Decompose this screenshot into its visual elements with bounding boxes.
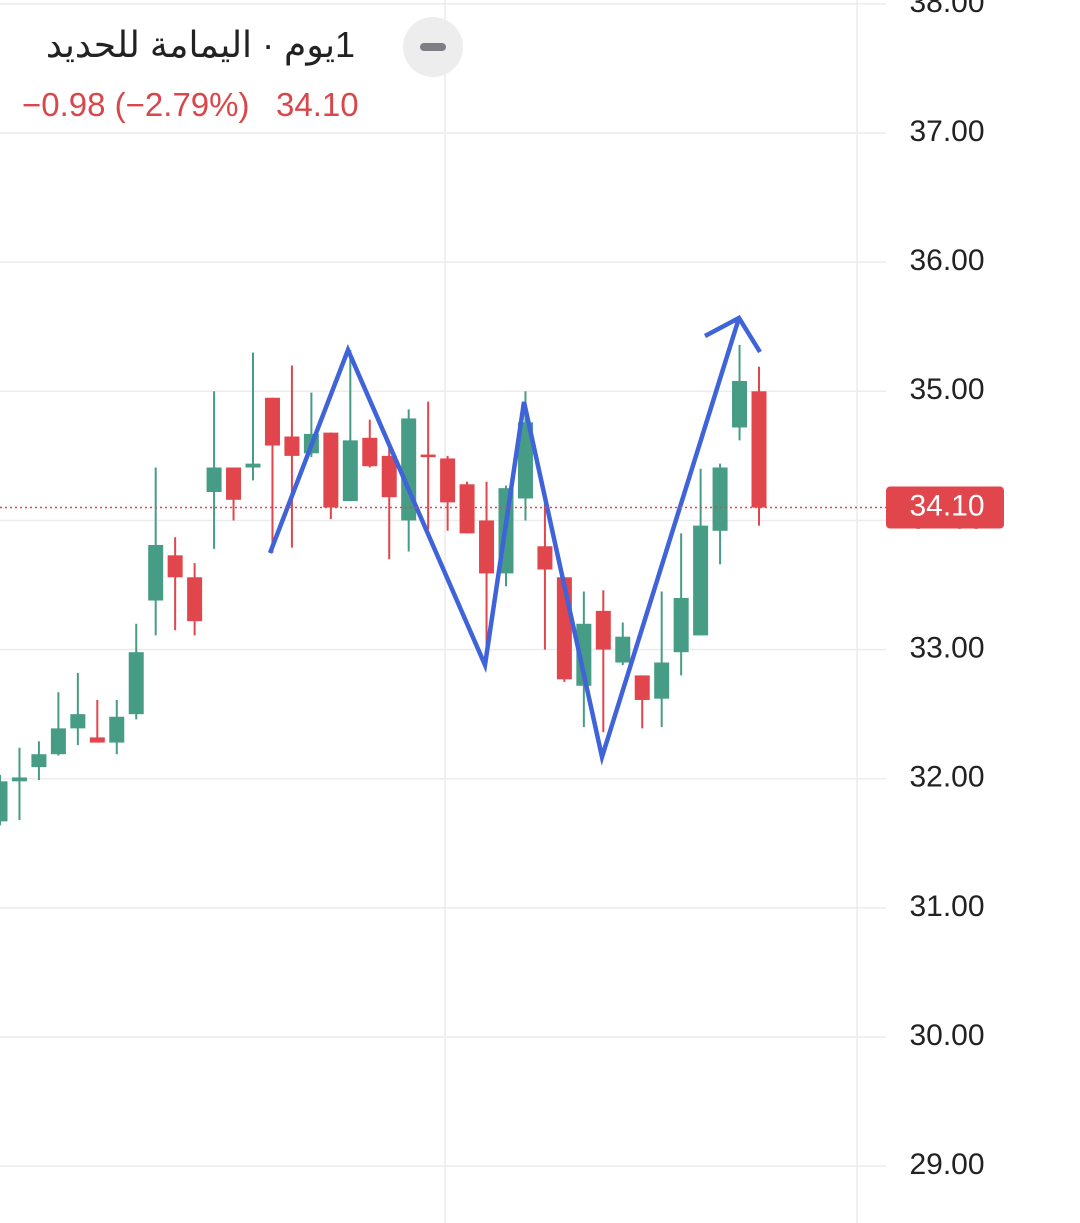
price-change: −0.98 (−2.79%) (22, 86, 250, 123)
candle-body (245, 463, 261, 468)
candle-body (128, 652, 144, 715)
y-tick-label: 32.00 (909, 761, 984, 794)
candle-body (712, 467, 728, 531)
y-tick-label: 33.00 (909, 632, 984, 665)
chart-title: 1يوم · اليمامة للحديد (45, 24, 355, 65)
candle-body (89, 737, 105, 743)
candle-body (70, 714, 86, 729)
candle-body (420, 454, 436, 458)
candle-body (517, 422, 533, 499)
y-tick-label: 29.00 (909, 1148, 984, 1181)
y-axis: 29.0030.0031.0032.0033.0034.0035.0036.00… (909, 0, 984, 1181)
candle-body (576, 623, 592, 686)
candle-body (732, 380, 748, 428)
candle-body (323, 432, 339, 508)
candle-body (11, 777, 27, 782)
y-tick-label: 35.00 (909, 373, 984, 406)
candle-body (673, 597, 689, 653)
y-tick-label: 31.00 (909, 890, 984, 923)
candle-body (693, 525, 709, 636)
candles (0, 344, 767, 826)
candle-body (109, 716, 125, 743)
price-tag-label: 34.10 (909, 489, 984, 522)
candle-body (440, 458, 456, 503)
candle-body (264, 397, 280, 446)
candle-body (751, 391, 767, 508)
candle-body (459, 484, 475, 534)
drawn-zigzag (267, 317, 742, 766)
candle-body (0, 781, 8, 822)
candle-body (634, 675, 650, 700)
candle-body (654, 662, 670, 699)
y-tick-label: 37.00 (909, 115, 984, 148)
candle-body (615, 636, 631, 663)
candle-body (595, 610, 611, 650)
drawn-arrowhead (703, 315, 762, 354)
y-tick-label: 36.00 (909, 244, 984, 277)
collapse-icon (420, 43, 446, 51)
candle-body (148, 544, 164, 601)
price-tag: 34.10 (0, 486, 1004, 529)
candle-body (284, 436, 300, 456)
grid (0, 3, 886, 1167)
price-tag-box (886, 486, 1004, 529)
y-tick-label: 30.00 (909, 1019, 984, 1052)
candle-body (342, 440, 358, 502)
candle-body (226, 467, 242, 500)
last-price: 34.10 (276, 86, 359, 123)
candle-body (381, 455, 397, 498)
candle-body (479, 520, 495, 574)
candle-body (362, 437, 378, 467)
candle-body (206, 467, 222, 493)
candle-body (31, 754, 47, 768)
candle-body (167, 555, 183, 578)
candle-body (187, 577, 203, 622)
candle-body (50, 728, 66, 755)
candle-body (537, 546, 553, 570)
y-tick-label: 38.00 (909, 0, 984, 19)
